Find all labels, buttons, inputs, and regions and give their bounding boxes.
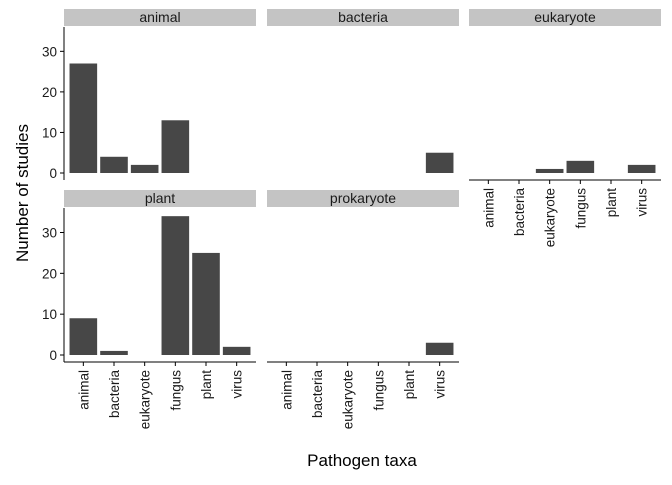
- bar-plant-virus: [222, 346, 251, 355]
- bar-animal-animal: [69, 63, 98, 173]
- bar-plant-bacteria: [100, 350, 128, 355]
- bar-eukaryote-virus: [627, 164, 656, 173]
- facet-strip: [469, 9, 661, 26]
- bar-prokaryote-virus: [425, 342, 454, 355]
- y-tick-label: 30: [42, 226, 57, 241]
- x-tick-label: plant: [402, 370, 417, 400]
- y-tick-label: 0: [49, 166, 57, 181]
- x-tick-label: animal: [481, 188, 496, 228]
- bar-animal-bacteria: [100, 156, 128, 173]
- x-tick-label: fungus: [573, 188, 588, 229]
- x-axis-title: Pathogen taxa: [307, 451, 417, 470]
- x-tick-label: eukaryote: [138, 370, 153, 429]
- facet-strip: [267, 190, 459, 207]
- x-tick-label: eukaryote: [341, 370, 356, 429]
- facet-strip-label: animal: [139, 9, 180, 25]
- facet-panel-plant: plant 0 10 20 30 animal bacteria eukaryote fungu…: [42, 190, 256, 429]
- y-tick-label: 10: [42, 307, 57, 322]
- x-tick-label: virus: [230, 370, 245, 399]
- x-tick-label: plant: [199, 370, 214, 400]
- bar-eukaryote-fungus: [566, 160, 595, 173]
- y-tick-label: 20: [42, 266, 57, 281]
- y-tick-label: 0: [49, 348, 57, 363]
- y-axis-title: Number of studies: [13, 124, 32, 262]
- facet-panel-prokaryote: prokaryote animal bacteria eukaryote fungus p…: [267, 190, 459, 429]
- facet-strip: [64, 190, 256, 207]
- x-tick-label: fungus: [168, 370, 183, 411]
- bar-plant-animal: [69, 318, 98, 355]
- facet-panel-animal: animal 0 10 20 30: [42, 9, 256, 181]
- x-tick-label: bacteria: [310, 370, 325, 419]
- x-tick-label: virus: [635, 188, 650, 217]
- facet-strip: [64, 9, 256, 26]
- x-tick-label: fungus: [371, 370, 386, 411]
- x-tick-label: plant: [604, 188, 619, 218]
- bar-eukaryote-eukaryote: [535, 168, 564, 173]
- x-tick-label: animal: [279, 370, 294, 410]
- bar-plant-plant: [192, 252, 220, 355]
- y-tick-label: 10: [42, 125, 57, 140]
- x-tick-label: eukaryote: [543, 188, 558, 247]
- facet-panel-eukaryote: eukaryote animal bacteria eukaryote fungus pl…: [469, 9, 661, 247]
- facet-panels: animal 0 10 20 30 bacteria eukaryote animal bact…: [42, 9, 661, 429]
- facet-strip-label: bacteria: [338, 9, 388, 25]
- bar-plant-fungus: [161, 216, 190, 355]
- facet-strip-label: plant: [145, 190, 175, 206]
- y-tick-label: 20: [42, 85, 57, 100]
- x-tick-label: animal: [76, 370, 91, 410]
- bar-animal-fungus: [161, 120, 190, 173]
- facet-strip-label: eukaryote: [534, 9, 596, 25]
- facet-strip-label: prokaryote: [330, 190, 396, 206]
- y-tick-label: 30: [42, 44, 57, 59]
- bar-animal-eukaryote: [130, 164, 159, 173]
- x-tick-label: bacteria: [107, 370, 122, 419]
- facet-strip: [267, 9, 459, 26]
- bar-bacteria-virus: [425, 152, 454, 173]
- x-tick-label: virus: [433, 370, 448, 399]
- x-tick-label: bacteria: [512, 188, 527, 237]
- facet-panel-bacteria: bacteria: [267, 9, 459, 173]
